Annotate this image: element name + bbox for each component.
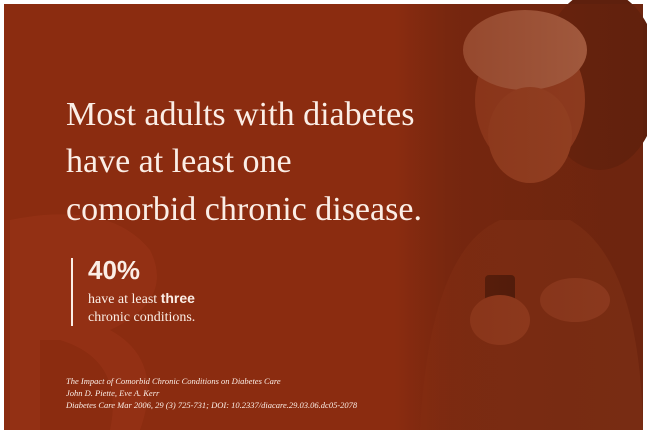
stat-text-before: have at least — [88, 292, 157, 307]
headline-line: have at least one — [66, 143, 292, 180]
stat-emphasis: three — [161, 290, 195, 306]
citation-line: Diabetes Care Mar 2006, 29 (3) 725-731; … — [65, 400, 358, 410]
photo — [395, 0, 647, 430]
citation-line: The Impact of Comorbid Chronic Condition… — [66, 376, 281, 386]
stat-figure: 40% — [88, 255, 140, 285]
citation-line: John D. Piette, Eve A. Kerr — [66, 388, 160, 398]
stat-text: have at least three — [88, 290, 195, 307]
citation: The Impact of Comorbid Chronic Condition… — [65, 376, 358, 410]
headline-line: comorbid chronic disease. — [66, 191, 422, 228]
decorative-letter — [10, 214, 157, 430]
headline-line: Most adults with diabetes — [66, 96, 414, 133]
headline: Most adults with diabetes have at least … — [66, 96, 422, 228]
stat-text-after: chronic conditions. — [88, 310, 195, 325]
